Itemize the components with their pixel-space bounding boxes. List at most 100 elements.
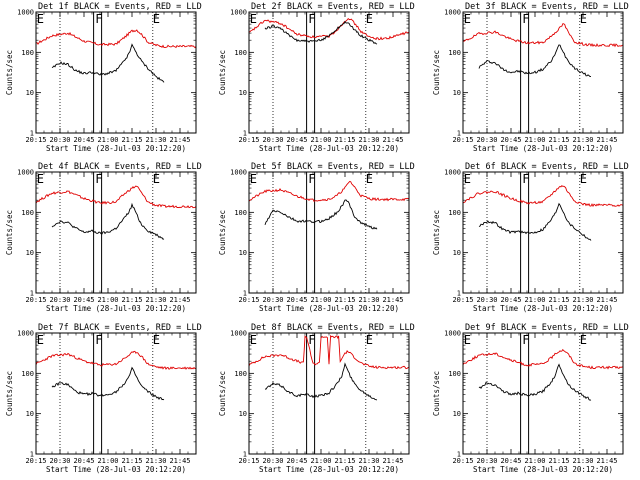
y-axis-label: Counts/sec xyxy=(432,50,441,95)
x-tick-label: 21:45 xyxy=(382,457,403,465)
x-tick-label: 21:30 xyxy=(358,296,379,304)
x-tick-label: 20:15 xyxy=(25,457,46,465)
panel-4: Det 4f BLACK = Events, RED = LLD 1 10 100 10… xyxy=(5,162,202,313)
flag-label: E xyxy=(580,172,587,186)
x-tick-label: 21:30 xyxy=(572,136,593,144)
x-tick-label: 20:30 xyxy=(262,296,283,304)
plot-frame xyxy=(35,332,197,455)
x-tick-label: 21:30 xyxy=(358,136,379,144)
y-axis-label: Counts/sec xyxy=(5,371,14,416)
x-tick-label: 20:45 xyxy=(500,136,521,144)
y-tick-label: 10 xyxy=(453,410,461,418)
flag-label: E xyxy=(464,12,471,26)
x-tick-label: 20:15 xyxy=(452,136,473,144)
flag-label: E xyxy=(366,333,373,347)
x-tick-label: 21:15 xyxy=(334,136,355,144)
plot-frame xyxy=(462,171,624,294)
x-tick-label: 21:15 xyxy=(121,457,142,465)
panel-1: Det 1f BLACK = Events, RED = LLD 1 10 100 10… xyxy=(5,2,202,153)
x-tick-label: 21:45 xyxy=(382,136,403,144)
y-tick-label: 10 xyxy=(26,249,34,257)
panel-title: Det 7f BLACK = Events, RED = LLD xyxy=(38,323,202,333)
y-tick-label: 1000 xyxy=(230,9,247,17)
x-tick-label: 20:30 xyxy=(49,296,70,304)
y-tick-label: 100 xyxy=(21,209,34,217)
x-tick-label: 21:15 xyxy=(121,136,142,144)
x-tick-label: 21:45 xyxy=(596,457,617,465)
x-tick-label: 20:15 xyxy=(238,296,259,304)
events-series-black xyxy=(264,20,378,45)
x-tick-label: 20:45 xyxy=(286,136,307,144)
plot-frame xyxy=(35,11,197,134)
y-tick-label: 10 xyxy=(239,410,247,418)
y-tick-label: 1 xyxy=(243,130,247,138)
flag-label: F xyxy=(95,172,102,186)
x-tick-label: 20:15 xyxy=(452,296,473,304)
x-tick-label: 21:15 xyxy=(548,296,569,304)
x-tick-label: 20:45 xyxy=(73,296,94,304)
y-tick-label: 1000 xyxy=(444,169,461,177)
lld-series-red xyxy=(35,29,197,49)
x-tick-label: 21:45 xyxy=(169,296,190,304)
y-axis-label: Counts/sec xyxy=(432,210,441,255)
lld-series-red xyxy=(462,348,624,370)
y-axis-label: Counts/sec xyxy=(218,210,227,255)
flag-label: E xyxy=(153,333,160,347)
y-tick-label: 1 xyxy=(30,130,34,138)
x-tick-label: 21:00 xyxy=(310,136,331,144)
x-tick-label: 21:00 xyxy=(310,457,331,465)
lld-series-red xyxy=(462,23,624,48)
panel-9: Det 9f BLACK = Events, RED = LLD 1 10 100 10… xyxy=(432,323,629,474)
panel-title: Det 6f BLACK = Events, RED = LLD xyxy=(465,162,629,172)
panel-6: Det 6f BLACK = Events, RED = LLD 1 10 100 10… xyxy=(432,162,629,313)
x-tick-label: 20:30 xyxy=(49,457,70,465)
y-tick-label: 100 xyxy=(448,209,461,217)
x-axis-label: Start Time (28-Jul-03 20:12:20) xyxy=(46,304,186,313)
events-series-black xyxy=(264,199,378,230)
flag-label: F xyxy=(308,333,315,347)
flag-label: F xyxy=(522,12,529,26)
y-tick-label: 1000 xyxy=(230,169,247,177)
x-tick-label: 21:15 xyxy=(334,457,355,465)
x-tick-label: 20:30 xyxy=(262,457,283,465)
panel-2: Det 2f BLACK = Events, RED = LLD 1 10 100 10… xyxy=(218,2,415,153)
x-axis-label: Start Time (28-Jul-03 20:12:20) xyxy=(259,304,399,313)
x-axis-label: Start Time (28-Jul-03 20:12:20) xyxy=(259,465,399,474)
lld-series-red xyxy=(35,185,197,209)
flag-label: E xyxy=(580,12,587,26)
plot-frame xyxy=(35,171,197,294)
y-axis-label: Counts/sec xyxy=(218,371,227,416)
x-tick-label: 20:15 xyxy=(238,136,259,144)
x-tick-label: 21:00 xyxy=(97,296,118,304)
y-tick-label: 10 xyxy=(453,249,461,257)
flag-label: E xyxy=(250,12,257,26)
x-tick-label: 20:30 xyxy=(476,457,497,465)
x-tick-label: 21:45 xyxy=(169,457,190,465)
lld-series-red xyxy=(248,334,410,370)
panel-title: Det 4f BLACK = Events, RED = LLD xyxy=(38,162,202,172)
events-series-black xyxy=(51,43,165,83)
y-tick-label: 1000 xyxy=(444,9,461,17)
flag-label: F xyxy=(308,172,315,186)
x-tick-label: 21:45 xyxy=(596,136,617,144)
flag-label: E xyxy=(580,333,587,347)
x-tick-label: 20:15 xyxy=(452,457,473,465)
x-axis-label: Start Time (28-Jul-03 20:12:20) xyxy=(473,304,613,313)
panel-title: Det 9f BLACK = Events, RED = LLD xyxy=(465,323,629,333)
y-tick-label: 1 xyxy=(457,451,461,459)
flag-label: E xyxy=(37,172,44,186)
lld-series-red xyxy=(248,180,410,202)
flag-label: E xyxy=(464,172,471,186)
x-tick-label: 20:15 xyxy=(25,136,46,144)
y-tick-label: 1000 xyxy=(17,169,34,177)
flag-label: F xyxy=(308,12,315,26)
panel-8: Det 8f BLACK = Events, RED = LLD 1 10 100 10… xyxy=(218,323,415,474)
x-tick-label: 21:00 xyxy=(524,136,545,144)
panel-title: Det 1f BLACK = Events, RED = LLD xyxy=(38,2,202,12)
flag-label: E xyxy=(37,333,44,347)
flag-label: F xyxy=(522,172,529,186)
y-tick-label: 1000 xyxy=(17,330,34,338)
y-tick-label: 100 xyxy=(21,49,34,57)
x-tick-label: 21:00 xyxy=(524,296,545,304)
